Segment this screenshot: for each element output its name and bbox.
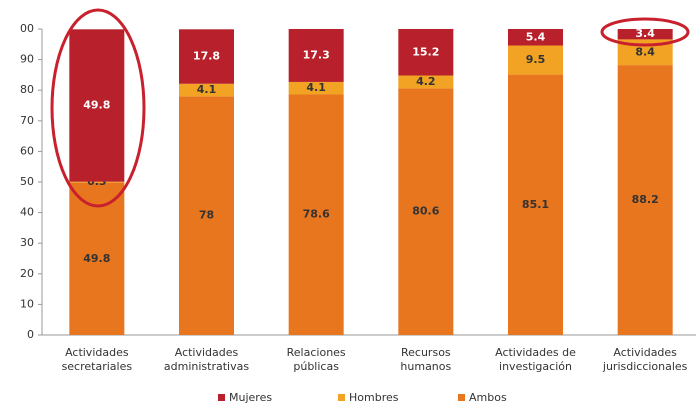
value-label: 9.5 bbox=[526, 53, 546, 66]
y-tick-label: 50 bbox=[20, 175, 34, 188]
y-tick-label: 40 bbox=[20, 206, 34, 219]
bar-segment bbox=[288, 94, 344, 335]
value-label: 4.2 bbox=[416, 75, 436, 88]
bar-segment bbox=[179, 29, 234, 84]
legend-swatch bbox=[458, 394, 465, 401]
bar-segment bbox=[69, 181, 125, 183]
y-tick-label: 00 bbox=[20, 22, 34, 35]
value-label: 85.1 bbox=[522, 198, 549, 211]
x-tick-label: administrativas bbox=[164, 360, 249, 373]
x-tick-label: investigación bbox=[499, 360, 572, 373]
plot-area: 01020304050607080900049.80.349.8Activida… bbox=[20, 22, 696, 404]
x-tick-label: jurisdiccionales bbox=[602, 360, 688, 373]
value-label: 49.8 bbox=[83, 99, 110, 112]
x-tick-label: Actividades bbox=[175, 346, 239, 359]
bar-segment bbox=[288, 81, 344, 95]
value-label: 78.6 bbox=[303, 208, 330, 221]
y-tick-label: 80 bbox=[20, 83, 34, 96]
bar-segment bbox=[398, 75, 454, 89]
value-label: 4.1 bbox=[306, 81, 326, 94]
legend-swatch bbox=[338, 394, 345, 401]
y-tick-label: 20 bbox=[20, 267, 34, 280]
x-tick-label: Actividades de bbox=[495, 346, 576, 359]
y-tick-label: 0 bbox=[27, 328, 34, 341]
legend-label: Hombres bbox=[349, 391, 399, 404]
value-label: 5.4 bbox=[526, 30, 546, 43]
legend-swatch bbox=[218, 394, 225, 401]
bar-segment bbox=[69, 29, 125, 182]
y-tick-label: 70 bbox=[20, 114, 34, 127]
x-tick-label: humanos bbox=[400, 360, 451, 373]
y-tick-label: 90 bbox=[20, 53, 34, 66]
bar-segment bbox=[398, 29, 454, 76]
y-tick-label: 30 bbox=[20, 236, 34, 249]
value-label: 80.6 bbox=[412, 205, 439, 218]
bar-segment bbox=[288, 29, 344, 82]
bar-segment bbox=[179, 83, 234, 97]
x-tick-label: Actividades bbox=[65, 346, 129, 359]
bar-segment bbox=[617, 29, 673, 40]
value-label: 8.4 bbox=[635, 45, 655, 58]
bar-segment bbox=[69, 182, 125, 335]
value-label: 17.3 bbox=[303, 48, 330, 61]
highlight-ellipse bbox=[600, 17, 690, 47]
x-tick-label: Recursos bbox=[401, 346, 451, 359]
x-tick-label: Relaciones bbox=[287, 346, 346, 359]
legend-label: Ambos bbox=[469, 391, 507, 404]
bar-segment bbox=[398, 88, 454, 335]
value-label: 88.2 bbox=[632, 193, 659, 206]
bar-segment bbox=[508, 74, 563, 336]
value-label: 78 bbox=[199, 209, 214, 222]
highlight-ellipse bbox=[50, 8, 146, 208]
x-tick-label: públicas bbox=[293, 360, 339, 373]
bar-segment bbox=[179, 96, 234, 335]
bar-segment bbox=[508, 29, 563, 46]
value-label: 3.4 bbox=[635, 27, 655, 40]
x-tick-label: secretariales bbox=[62, 360, 133, 373]
value-label: 4.1 bbox=[197, 83, 217, 96]
y-tick-label: 10 bbox=[20, 297, 34, 310]
value-label: 15.2 bbox=[412, 45, 439, 58]
bar-segment bbox=[508, 45, 563, 75]
legend-label: Mujeres bbox=[229, 391, 272, 404]
x-tick-label: Actividades bbox=[613, 346, 677, 359]
value-label: 17.8 bbox=[193, 50, 220, 63]
y-tick-label: 60 bbox=[20, 144, 34, 157]
bar-segment bbox=[617, 65, 673, 335]
value-label: 49.8 bbox=[83, 252, 110, 265]
